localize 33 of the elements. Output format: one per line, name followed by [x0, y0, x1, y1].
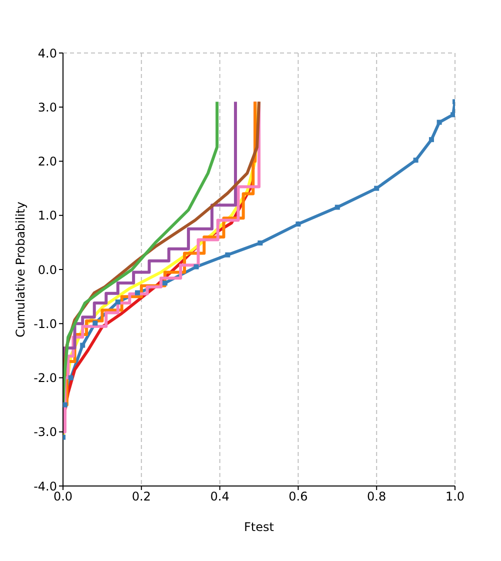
- x-tick-label: 0.2: [132, 490, 151, 504]
- x-tick-label: 0.0: [53, 490, 73, 504]
- x-tick-label: 0.8: [367, 490, 386, 504]
- point: [225, 252, 230, 258]
- point: [450, 112, 455, 118]
- point: [334, 204, 340, 210]
- point: [413, 158, 418, 163]
- y-tick-label: -1.0: [34, 316, 57, 331]
- point: [428, 137, 434, 142]
- y-axis-title: Cumulative Probability: [13, 202, 28, 338]
- y-tick-label: 3.0: [38, 100, 57, 114]
- point: [194, 264, 199, 270]
- point: [436, 120, 442, 125]
- point: [80, 342, 86, 348]
- y-tick-label: -3.0: [34, 425, 57, 440]
- x-tick-label: 1.0: [445, 490, 465, 504]
- x-axis-title: Ftest: [244, 520, 274, 534]
- y-tick-label: 0.0: [38, 262, 57, 277]
- point: [162, 280, 168, 286]
- y-tick-label: -2.0: [34, 371, 57, 386]
- point: [258, 240, 263, 246]
- point: [374, 186, 380, 191]
- x-tick-label: 0.4: [210, 490, 230, 504]
- y-tick-label: 2.0: [38, 154, 57, 169]
- y-tick-label: 4.0: [38, 46, 57, 60]
- y-tick-label: 1.0: [38, 208, 57, 223]
- point: [92, 320, 98, 326]
- point: [115, 299, 120, 304]
- point: [68, 375, 74, 380]
- point: [63, 402, 68, 408]
- point: [134, 290, 140, 296]
- point: [296, 222, 301, 227]
- x-tick-label: 0.6: [288, 490, 308, 504]
